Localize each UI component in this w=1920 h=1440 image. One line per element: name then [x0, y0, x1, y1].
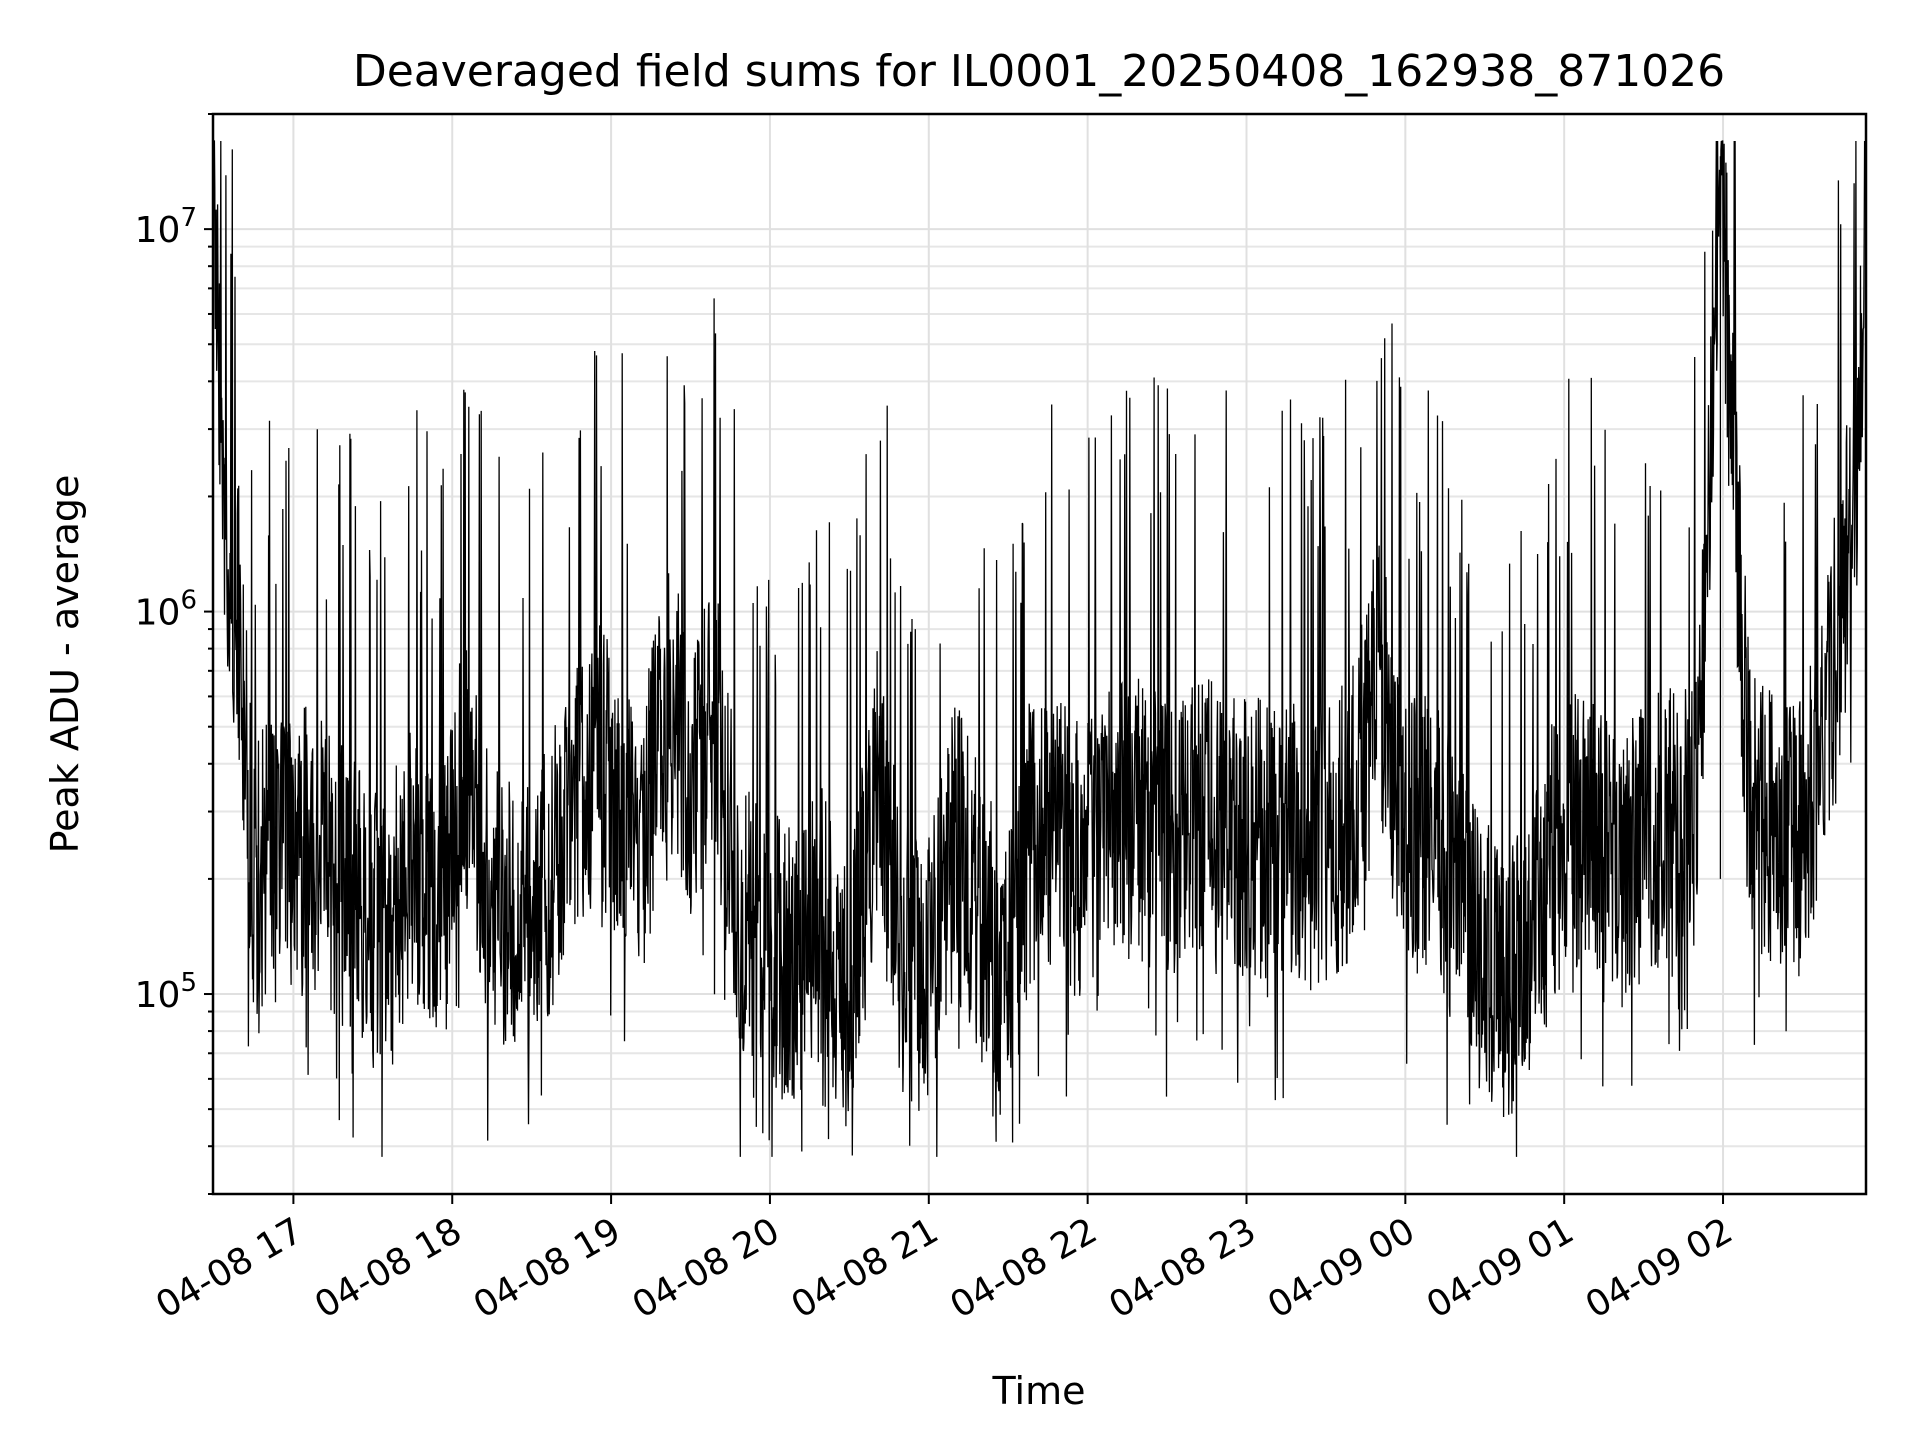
y-tick-exponent: 7 — [180, 203, 197, 233]
y-tick-label: 107 — [135, 203, 197, 251]
y-axis-label: Peak ADU - average — [43, 475, 87, 854]
plot-frame — [211, 112, 1868, 1196]
y-tick-exponent: 6 — [180, 586, 197, 616]
y-tick-exponent: 5 — [180, 968, 197, 998]
y-tick-label: 105 — [135, 968, 197, 1016]
chart-title: Deaveraged field sums for IL0001_2025040… — [353, 46, 1725, 97]
x-axis-label: Time — [992, 1369, 1086, 1413]
